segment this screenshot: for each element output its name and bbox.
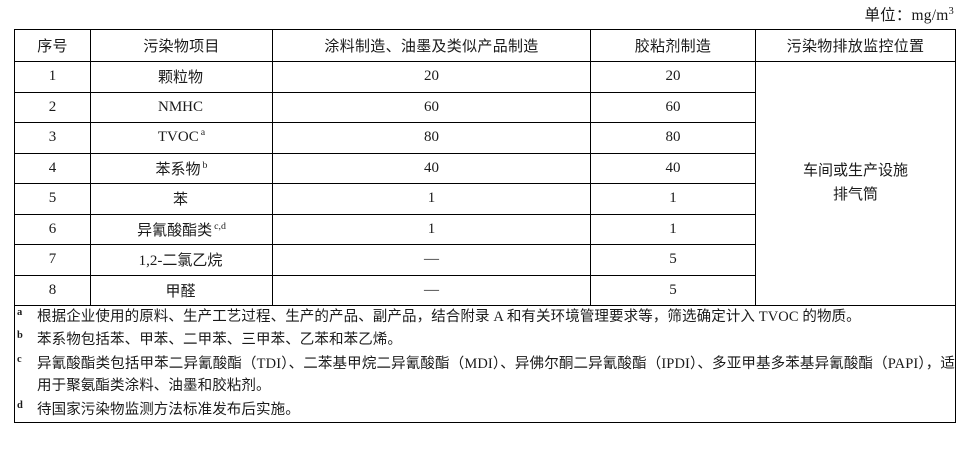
column-header-adhesive-manufacture: 胶粘剂制造	[590, 29, 756, 62]
row-number: 3	[14, 122, 91, 154]
adhesive-limit-value: 60	[590, 91, 756, 123]
adhesive-limit-value: 40	[590, 152, 756, 184]
footnote-marker: c	[17, 353, 22, 365]
row-number: 2	[14, 91, 91, 123]
pollutant-item-label: 1,2-二氯乙烷	[138, 253, 223, 270]
table-row: 6 异氰酸酯类 c,d 1 1	[14, 213, 956, 245]
pollutant-item: 苯系物 b	[90, 152, 273, 184]
table-row: 5 苯 1 1	[14, 183, 956, 215]
column-header-coating-manufacture: 涂料制造、油墨及类似产品制造	[272, 29, 591, 62]
row-number: 7	[14, 244, 91, 276]
pollutant-limits-table: 序号 污染物项目 涂料制造、油墨及类似产品制造 胶粘剂制造 污染物排放监控位置 …	[14, 29, 956, 424]
column-header-pollutant-item: 污染物项目	[90, 29, 273, 62]
table-body: 1 颗粒物 20 20 车间或生产设施 排气筒 2 NMHC 60 60 3 T…	[14, 61, 956, 424]
footnotes-cell: a 根据企业使用的原料、生产工艺过程、生产的产品、副产品，结合附录 A 和有关环…	[14, 304, 956, 424]
table-row: 2 NMHC 60 60	[14, 91, 956, 123]
adhesive-limit-value: 5	[590, 274, 756, 306]
coating-limit-value: 60	[272, 91, 591, 123]
row-number: 4	[14, 152, 91, 184]
footnote-marker: a	[17, 307, 23, 318]
footnote-b: b 苯系物包括苯、甲苯、二甲苯、三甲苯、乙苯和苯乙烯。	[15, 329, 955, 351]
unit-note: 单位：mg/m3	[864, 3, 954, 25]
pollutant-item-label: 颗粒物	[157, 70, 203, 87]
table-row: 3 TVOC a 80 80	[14, 122, 956, 154]
footnote-d: d 待国家污染物监测方法标准发布后实施。	[15, 399, 955, 421]
coating-limit-value: —	[272, 274, 591, 306]
column-header-monitoring-position: 污染物排放监控位置	[755, 29, 956, 62]
row-number: 5	[14, 183, 91, 215]
pollutant-item: 1,2-二氯乙烷	[90, 244, 273, 276]
coating-limit-value: 40	[272, 152, 591, 184]
adhesive-limit-value: 1	[590, 213, 756, 245]
pollutant-item-footnote-mark: a	[200, 127, 206, 139]
pollutant-item: 异氰酸酯类 c,d	[90, 213, 273, 245]
pollutant-item-label: 苯系物	[155, 161, 201, 178]
adhesive-limit-value: 80	[590, 122, 756, 154]
coating-limit-value: —	[272, 244, 591, 276]
header-row: 序号 污染物项目 涂料制造、油墨及类似产品制造 胶粘剂制造 污染物排放监控位置	[14, 29, 956, 62]
coating-limit-value: 80	[272, 122, 591, 154]
pollutant-item-footnote-mark: b	[202, 159, 208, 171]
table-header: 序号 污染物项目 涂料制造、油墨及类似产品制造 胶粘剂制造 污染物排放监控位置	[14, 29, 956, 62]
row-number: 6	[14, 213, 91, 245]
pollutant-item: 甲醛	[90, 274, 273, 306]
unit-exponent: 3	[948, 5, 954, 17]
pollutant-item-label: 甲醛	[165, 283, 196, 300]
pollutant-item-label: 苯	[172, 192, 188, 209]
pollutant-item-footnote-mark: c,d	[214, 220, 226, 232]
footnote-c: c 异氰酸酯类包括甲苯二异氰酸酯（TDI）、二苯基甲烷二异氰酸酯（MDI）、异佛…	[15, 353, 955, 398]
footnote-text: 根据企业使用的原料、生产工艺过程、生产的产品、副产品，结合附录 A 和有关环境管…	[37, 309, 861, 325]
pollutant-item: 苯	[90, 183, 273, 215]
table-row: 4 苯系物 b 40 40	[14, 152, 956, 184]
footnote-text: 苯系物包括苯、甲苯、二甲苯、三甲苯、乙苯和苯乙烯。	[37, 332, 402, 349]
table-row: 1 颗粒物 20 20 车间或生产设施 排气筒	[14, 61, 956, 306]
adhesive-limit-value: 5	[590, 244, 756, 276]
monitoring-position-line2: 排气筒	[832, 186, 878, 203]
footnote-marker: b	[17, 330, 23, 342]
pollutant-item: 颗粒物	[90, 61, 273, 93]
coating-limit-value: 20	[272, 61, 591, 93]
row-number: 8	[14, 274, 91, 306]
footnote-marker: d	[17, 399, 23, 411]
footnote-text: 异氰酸酯类包括甲苯二异氰酸酯（TDI）、二苯基甲烷二异氰酸酯（MDI）、异佛尔酮…	[37, 355, 955, 395]
column-header-no: 序号	[14, 29, 91, 62]
footnotes-row: a 根据企业使用的原料、生产工艺过程、生产的产品、副产品，结合附录 A 和有关环…	[14, 304, 956, 424]
table-row: 7 1,2-二氯乙烷 — 5	[14, 244, 956, 276]
pollutant-item: TVOC a	[90, 122, 273, 154]
pollutant-item: NMHC	[90, 91, 273, 123]
footnote-text: 待国家污染物监测方法标准发布后实施。	[37, 401, 300, 418]
adhesive-limit-value: 1	[590, 183, 756, 215]
monitoring-position-cell: 车间或生产设施 排气筒	[755, 61, 956, 306]
pollutant-item-label: NMHC	[157, 98, 203, 115]
unit-label: 单位：	[864, 7, 912, 24]
pollutant-item-label: 异氰酸酯类	[137, 222, 213, 239]
footnote-a: a 根据企业使用的原料、生产工艺过程、生产的产品、副产品，结合附录 A 和有关环…	[15, 306, 955, 328]
coating-limit-value: 1	[272, 213, 591, 245]
coating-limit-value: 1	[272, 183, 591, 215]
row-number: 1	[14, 61, 91, 93]
adhesive-limit-value: 20	[590, 61, 756, 93]
monitoring-position-line1: 车间或生产设施	[802, 163, 908, 180]
unit-value: mg/m	[911, 7, 949, 24]
pollutant-item-label: TVOC	[157, 129, 199, 146]
